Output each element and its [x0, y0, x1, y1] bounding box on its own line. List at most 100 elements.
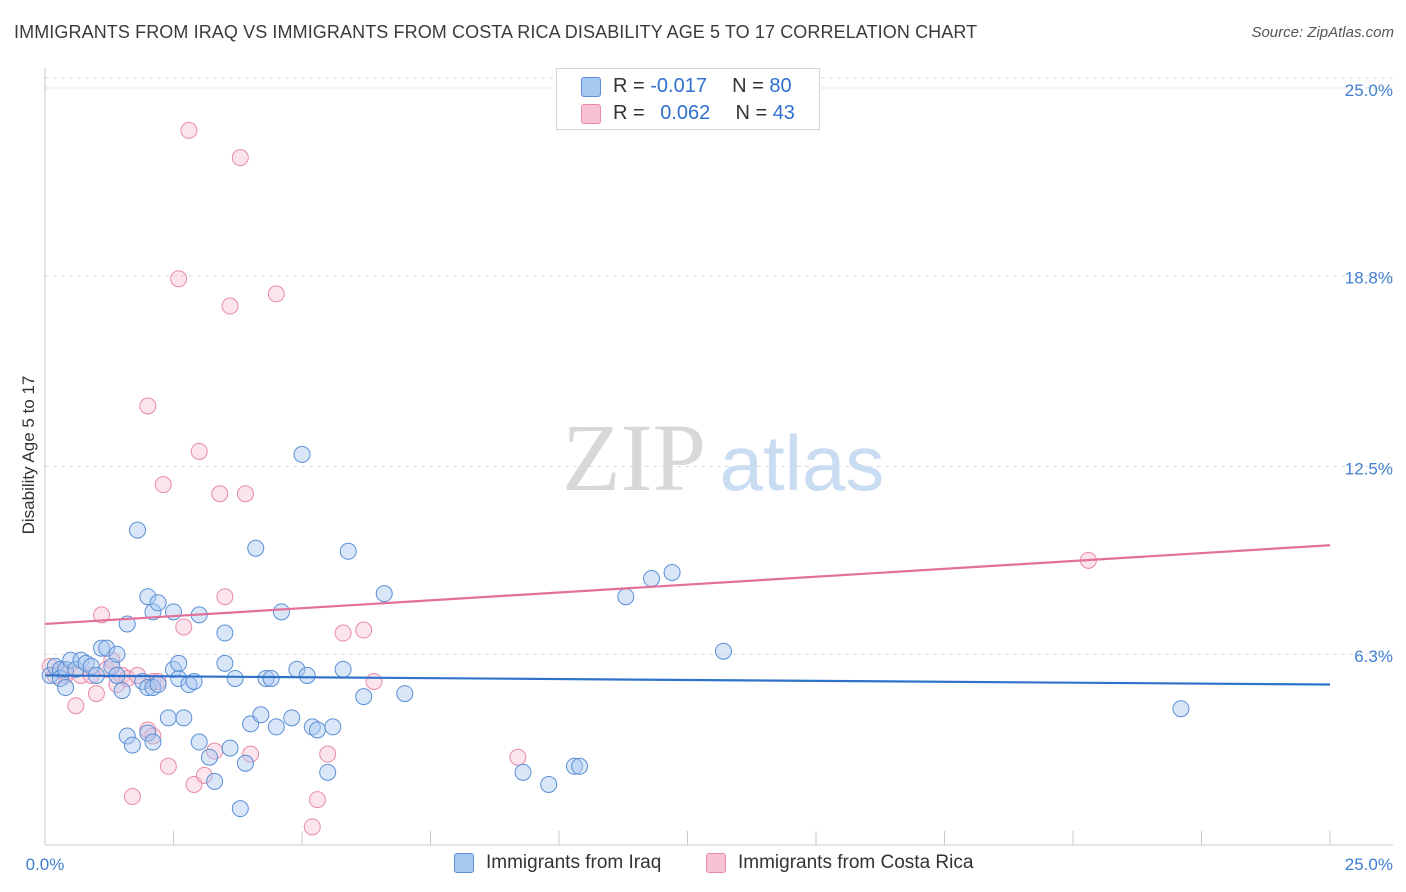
- costa-rica-trend-line: [44, 544, 1331, 626]
- iraq-point: [643, 570, 661, 588]
- iraq-point: [324, 718, 342, 736]
- trend-lines: [44, 544, 1331, 686]
- iraq-point: [396, 685, 414, 703]
- iraq-point: [565, 757, 583, 775]
- costa-rica-point: [231, 149, 249, 167]
- y-tick-label: 6.3%: [1354, 647, 1393, 666]
- iraq-point: [129, 521, 147, 539]
- iraq-point: [206, 772, 224, 790]
- legend-iraq-swatch: [454, 853, 474, 873]
- iraq-point: [123, 736, 141, 754]
- costa-rica-point: [216, 588, 234, 606]
- legend-costa-text: R = 0.062 N = 43: [613, 102, 795, 125]
- iraq-point: [216, 624, 234, 642]
- iraq-point: [149, 594, 167, 612]
- iraq-point: [308, 721, 326, 739]
- iraq-r-value: -0.017: [650, 75, 707, 97]
- y-tick-labels: 6.3% 12.5% 18.8% 25.0%: [1345, 81, 1393, 666]
- y-tick-label: 12.5%: [1345, 460, 1393, 479]
- iraq-points: [41, 445, 1190, 818]
- legend-iraq-label: Immigrants from Iraq: [486, 852, 662, 873]
- iraq-point: [144, 603, 162, 621]
- costa-rica-point: [509, 748, 527, 766]
- iraq-point: [144, 733, 162, 751]
- iraq-point: [663, 563, 681, 581]
- iraq-point: [216, 654, 234, 672]
- watermark: ZIP atlas: [562, 404, 884, 511]
- iraq-point: [236, 754, 254, 772]
- legend-costa-label: Immigrants from Costa Rica: [738, 852, 974, 873]
- iraq-point: [293, 445, 311, 463]
- iraq-point: [375, 585, 393, 603]
- iraq-point: [262, 669, 280, 687]
- costa-rica-point: [154, 476, 172, 494]
- iraq-point: [149, 676, 167, 694]
- costa-rica-point: [87, 685, 105, 703]
- costa-rica-point: [170, 270, 188, 288]
- grid-layer: [45, 77, 1393, 655]
- axis-layer: [44, 68, 1393, 846]
- iraq-point: [175, 709, 193, 727]
- iraq-point: [355, 688, 373, 706]
- iraq-point: [77, 654, 95, 672]
- iraq-point: [267, 718, 285, 736]
- costa-rica-point: [211, 485, 229, 503]
- iraq-point: [283, 709, 301, 727]
- iraq-point: [139, 724, 157, 742]
- iraq-point: [113, 682, 131, 700]
- iraq-point: [298, 666, 316, 684]
- costa-rica-point: [334, 624, 352, 642]
- costa-n-label: N =: [735, 102, 768, 124]
- costa-rica-points: [41, 121, 1097, 836]
- iraq-point: [540, 775, 558, 793]
- iraq-point: [272, 603, 290, 621]
- iraq-point: [231, 800, 249, 818]
- iraq-point: [118, 727, 136, 745]
- iraq-swatch: [581, 77, 601, 97]
- costa-rica-swatch: [581, 104, 601, 124]
- series-legend: Immigrants from Iraq Immigrants from Cos…: [0, 852, 1406, 878]
- iraq-n-value: 80: [769, 75, 792, 97]
- legend-iraq-text: R = -0.017 N = 80: [613, 75, 792, 98]
- costa-rica-point: [93, 606, 111, 624]
- iraq-point: [334, 660, 352, 678]
- iraq-point: [319, 763, 337, 781]
- costa-rica-point: [242, 745, 260, 763]
- costa-rica-point: [365, 672, 383, 690]
- iraq-point: [514, 763, 532, 781]
- iraq-point: [247, 539, 265, 557]
- iraq-point: [571, 757, 589, 775]
- iraq-point: [144, 679, 162, 697]
- costa-rica-point: [267, 285, 285, 303]
- costa-rica-point: [195, 766, 213, 784]
- watermark-atlas: atlas: [720, 419, 885, 507]
- costa-r-value: 0.062: [660, 102, 711, 124]
- iraq-point: [57, 660, 75, 678]
- iraq-point: [190, 733, 208, 751]
- iraq-point: [714, 642, 732, 660]
- iraq-point: [226, 669, 244, 687]
- iraq-point: [139, 679, 157, 697]
- costa-rica-point: [67, 697, 85, 715]
- iraq-r-label: R =: [613, 75, 645, 97]
- iraq-point: [98, 639, 116, 657]
- iraq-trend-line: [44, 674, 1331, 686]
- costa-rica-point: [144, 727, 162, 745]
- y-axis-label: Disability Age 5 to 17: [19, 376, 38, 535]
- iraq-point: [200, 748, 218, 766]
- costa-n-value: 43: [772, 102, 795, 124]
- costa-rica-point: [236, 485, 254, 503]
- iraq-point: [139, 588, 157, 606]
- y-tick-label: 25.0%: [1345, 81, 1393, 100]
- iraq-point: [72, 651, 90, 669]
- iraq-point: [159, 709, 177, 727]
- iraq-point: [108, 645, 126, 663]
- iraq-point: [82, 657, 100, 675]
- correlation-legend: R = -0.017 N = 80 R = 0.062 N = 43: [556, 68, 820, 130]
- source-label: Source: ZipAtlas.com: [1251, 24, 1394, 41]
- costa-r-label: R =: [613, 102, 645, 124]
- iraq-n-label: N =: [732, 75, 764, 97]
- legend-costa-swatch: [706, 853, 726, 873]
- costa-rica-point: [355, 621, 373, 639]
